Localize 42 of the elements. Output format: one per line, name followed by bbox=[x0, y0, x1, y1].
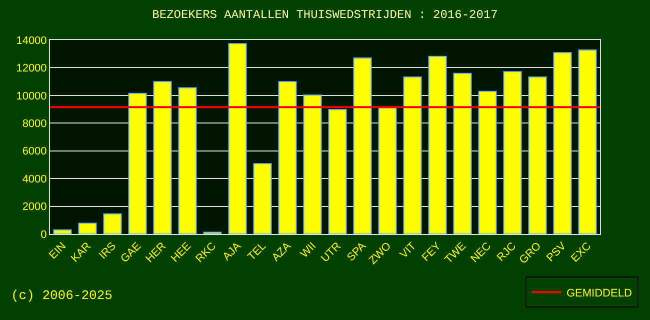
x-tick-label: EIN bbox=[47, 240, 69, 262]
y-tick-label: 2000 bbox=[22, 201, 47, 214]
bar bbox=[403, 76, 422, 234]
bar bbox=[503, 71, 522, 234]
bar bbox=[53, 229, 72, 234]
x-tick-label: AZA bbox=[270, 240, 294, 264]
bar bbox=[478, 90, 497, 234]
bar bbox=[278, 81, 297, 234]
x-tick-label: RJC bbox=[494, 240, 519, 264]
x-tick-label: UTR bbox=[319, 240, 344, 265]
bar bbox=[178, 87, 197, 234]
bar bbox=[153, 81, 172, 234]
bar bbox=[578, 49, 597, 234]
bar bbox=[553, 52, 572, 234]
text: (c) 2006-2025 bbox=[11, 288, 112, 303]
bar bbox=[528, 76, 547, 234]
bar bbox=[128, 92, 147, 234]
legend-label: GEMIDDELD bbox=[566, 287, 632, 300]
x-tick-label: SPA bbox=[345, 240, 369, 264]
chart-title: BEZOEKERS AANTALLEN THUISWEDSTRIJDEN : 2016-2017 bbox=[152, 8, 498, 22]
y-tick-label: 14000 bbox=[16, 34, 47, 47]
x-tick-label: AJA bbox=[220, 240, 244, 263]
bar bbox=[353, 58, 372, 234]
bar bbox=[78, 222, 97, 234]
y-tick-label: 0 bbox=[40, 228, 47, 241]
bar bbox=[228, 43, 247, 234]
y-tick-label: 4000 bbox=[22, 173, 47, 186]
y-tick-label: 12000 bbox=[16, 62, 47, 75]
y-tick-label: 6000 bbox=[22, 146, 47, 158]
x-tick-label: WII bbox=[298, 240, 319, 260]
bar bbox=[328, 109, 347, 234]
bar bbox=[378, 107, 397, 234]
y-tick-label: 10000 bbox=[16, 90, 47, 102]
x-tick-label: VIT bbox=[398, 240, 419, 261]
x-tick-label: IRS bbox=[97, 240, 119, 262]
bar bbox=[453, 72, 472, 234]
bar bbox=[253, 163, 272, 234]
bar bbox=[428, 56, 447, 234]
bar bbox=[303, 94, 322, 234]
x-tick-label: TEL bbox=[246, 240, 269, 263]
y-tick-label: 8000 bbox=[22, 118, 47, 130]
bar bbox=[103, 213, 122, 234]
